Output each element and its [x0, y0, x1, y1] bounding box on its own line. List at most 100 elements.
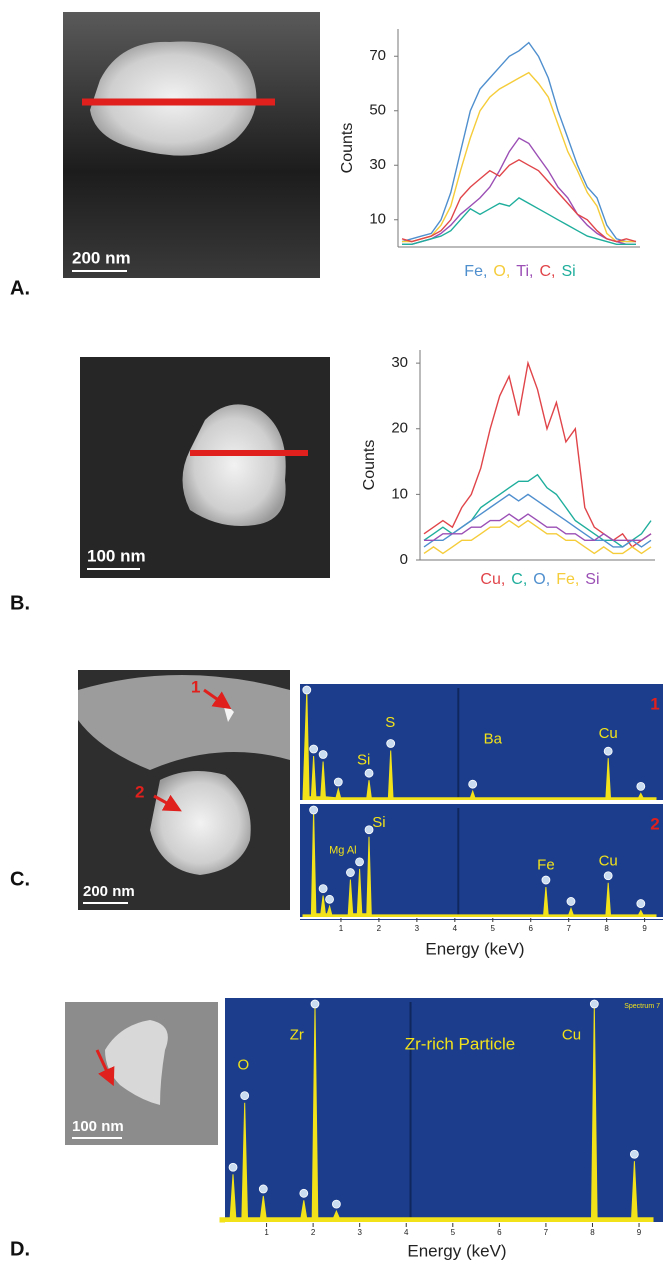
peak-marker	[589, 999, 599, 1009]
peak-marker	[309, 805, 319, 815]
x-tick-label: 9	[637, 1228, 642, 1237]
peak-marker	[566, 897, 576, 906]
peak-marker	[636, 782, 646, 791]
peak-marker	[346, 868, 355, 877]
y-tick-label: 30	[369, 156, 386, 173]
y-tick-label: 50	[369, 102, 386, 119]
peak-marker	[355, 857, 364, 867]
legend-entry: Fe,	[464, 263, 487, 280]
line-series	[423, 519, 652, 555]
peak-marker	[541, 875, 551, 885]
peak-marker	[603, 746, 613, 756]
line-series	[423, 473, 652, 548]
spectrum	[302, 809, 657, 918]
peak-marker	[310, 999, 320, 1009]
peak-marker	[364, 768, 374, 778]
peak-label: Cu	[599, 725, 618, 742]
x-tick-label: 1	[339, 924, 344, 933]
x-tick-label: 2	[311, 1228, 316, 1237]
micrograph-c: 1 2 200 nm	[78, 670, 290, 910]
peak-marker	[468, 779, 478, 789]
panel-label: C.	[10, 868, 30, 890]
peak-marker	[603, 871, 613, 881]
x-tick-label: 6	[529, 924, 534, 933]
peak-marker	[302, 685, 312, 695]
scale-bar-label: 200 nm	[72, 248, 131, 267]
y-tick-label: 30	[391, 354, 408, 371]
peak-label: Zr	[290, 1026, 304, 1043]
legend-entry: Si	[585, 571, 599, 588]
spectrum-note: Spectrum 7	[624, 1003, 660, 1010]
line-series	[401, 41, 636, 243]
legend-entry: C,	[511, 571, 527, 588]
peak-label: Ba	[484, 730, 503, 747]
x-tick-label: 8	[604, 924, 609, 933]
marker-label: 1	[191, 677, 200, 696]
peak-marker	[325, 894, 334, 904]
marker-label: 2	[135, 782, 144, 801]
peak-label: O	[237, 1057, 249, 1074]
panel-label: D.	[10, 1238, 30, 1260]
x-axis-label: Energy (keV)	[425, 939, 524, 958]
x-axis-label: Energy (keV)	[407, 1241, 506, 1260]
legend-entry: O,	[533, 571, 550, 588]
peak-marker	[299, 1188, 309, 1198]
x-tick-label: 6	[497, 1228, 502, 1237]
legend-entry: Fe,	[556, 571, 579, 588]
legend-entry: O,	[493, 263, 510, 280]
y-tick-label: 10	[369, 211, 386, 228]
peak-marker	[629, 1149, 639, 1159]
x-tick-label: 4	[404, 1228, 409, 1237]
scale-bar-label: 100 nm	[72, 1118, 124, 1135]
line-series	[402, 197, 636, 245]
line-series	[423, 493, 652, 548]
peak-marker	[331, 1199, 341, 1209]
spectrum-background	[300, 684, 663, 801]
spectrum-title: Zr-rich Particle	[405, 1034, 516, 1053]
peak-marker	[636, 899, 646, 908]
x-tick-label: 9	[642, 924, 647, 933]
micrograph-a: 200 nm	[63, 12, 320, 278]
micrograph-d: 100 nm	[65, 1002, 218, 1145]
peak-marker	[386, 739, 396, 748]
peak-marker	[240, 1091, 250, 1101]
peak-marker	[333, 777, 343, 787]
peak-label: Mg Al	[329, 845, 357, 857]
line-series	[424, 513, 652, 541]
x-tick-label: 7	[566, 924, 571, 933]
line-series	[401, 158, 637, 243]
x-tick-label: 8	[590, 1228, 595, 1237]
legend-entry: Cu,	[480, 571, 505, 588]
panel-label: A.	[10, 277, 30, 299]
spectrum-number: 1	[650, 694, 659, 713]
x-tick-label: 1	[264, 1228, 269, 1237]
peak-label: Cu	[599, 852, 618, 869]
spectrum	[219, 1004, 654, 1223]
x-tick-label: 7	[544, 1228, 549, 1237]
legend-entry: Si	[562, 263, 576, 280]
scale-bar-label: 100 nm	[87, 546, 146, 565]
legend-entry: C,	[540, 263, 556, 280]
y-tick-label: 10	[391, 485, 408, 502]
peak-marker	[364, 825, 374, 835]
y-tick-label: 70	[369, 47, 386, 64]
scale-bar-label: 200 nm	[83, 883, 135, 900]
x-tick-label: 3	[415, 924, 420, 933]
x-tick-label: 3	[357, 1228, 362, 1237]
line-series	[402, 137, 636, 245]
x-tick-label: 4	[453, 924, 458, 933]
line-series	[402, 71, 636, 243]
peak-label: Fe	[537, 857, 555, 874]
legend-entry: Ti,	[516, 263, 533, 280]
y-tick-label: 20	[391, 420, 408, 437]
micrograph-b: 100 nm	[80, 357, 330, 578]
peak-marker	[318, 750, 328, 759]
spectrum	[302, 689, 657, 801]
peak-label: Si	[357, 751, 370, 768]
peak-marker	[309, 744, 319, 754]
y-tick-label: 0	[400, 551, 408, 568]
x-tick-label: 5	[451, 1228, 456, 1237]
spectrum-background	[225, 998, 663, 1224]
spectrum-number: 2	[650, 814, 659, 833]
